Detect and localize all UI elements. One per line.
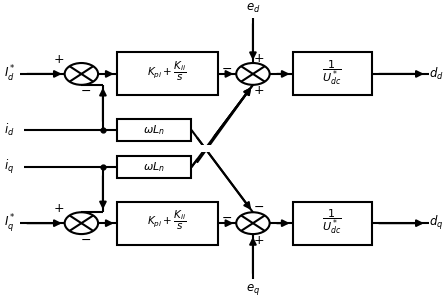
Text: +: + xyxy=(54,202,64,216)
Text: $e_q$: $e_q$ xyxy=(246,282,260,297)
Circle shape xyxy=(236,212,270,234)
Text: $\dfrac{1}{U_{dc}^*}$: $\dfrac{1}{U_{dc}^*}$ xyxy=(322,58,342,87)
Text: $I_q^*$: $I_q^*$ xyxy=(4,212,17,234)
Text: $d_q$: $d_q$ xyxy=(429,214,443,232)
Text: $\omega L_n$: $\omega L_n$ xyxy=(143,160,165,174)
Text: $I_d^*$: $I_d^*$ xyxy=(4,64,17,84)
Text: +: + xyxy=(253,52,264,65)
Text: $-$: $-$ xyxy=(80,233,91,246)
Text: $i_q$: $i_q$ xyxy=(4,158,15,176)
Text: $-$: $-$ xyxy=(221,211,232,224)
Text: $-$: $-$ xyxy=(221,61,232,74)
Text: +: + xyxy=(253,234,264,247)
Text: +: + xyxy=(54,53,64,66)
Bar xyxy=(116,156,191,178)
Text: $-$: $-$ xyxy=(253,200,264,213)
Circle shape xyxy=(65,212,98,234)
Text: $\omega L_n$: $\omega L_n$ xyxy=(143,123,165,137)
Circle shape xyxy=(65,63,98,85)
Text: +: + xyxy=(253,84,264,97)
Bar xyxy=(293,202,372,245)
Text: $-$: $-$ xyxy=(80,84,91,97)
Bar xyxy=(293,52,372,95)
Bar xyxy=(198,145,213,152)
Circle shape xyxy=(236,63,270,85)
Bar xyxy=(116,52,218,95)
Text: $e_d$: $e_d$ xyxy=(246,2,260,15)
Text: $i_d$: $i_d$ xyxy=(4,122,15,138)
Text: $K_{pi}+\dfrac{K_{ii}}{s}$: $K_{pi}+\dfrac{K_{ii}}{s}$ xyxy=(147,60,187,83)
Bar xyxy=(116,119,191,141)
Bar xyxy=(116,202,218,245)
Text: $\dfrac{1}{U_{dc}^*}$: $\dfrac{1}{U_{dc}^*}$ xyxy=(322,208,342,236)
Text: $K_{pi}+\dfrac{K_{ii}}{s}$: $K_{pi}+\dfrac{K_{ii}}{s}$ xyxy=(147,209,187,232)
Text: $d_d$: $d_d$ xyxy=(429,66,444,82)
